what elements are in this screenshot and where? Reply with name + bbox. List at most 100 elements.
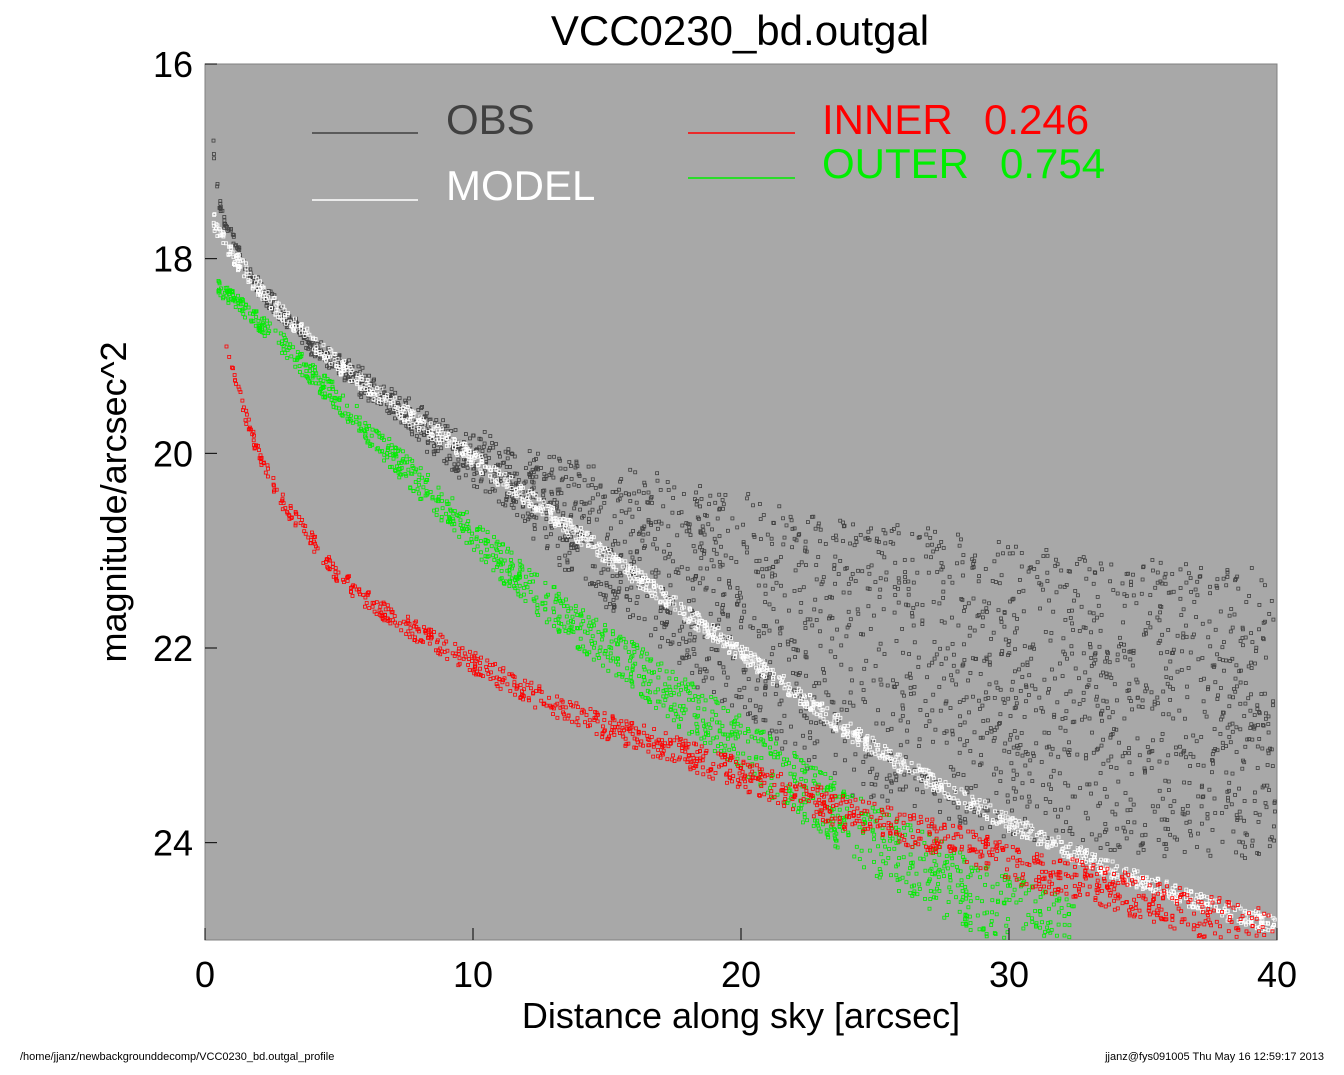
model-point bbox=[250, 286, 255, 291]
obs-point bbox=[1138, 843, 1143, 848]
obs-point bbox=[730, 516, 735, 521]
obs-point bbox=[1105, 706, 1110, 710]
obs-point bbox=[793, 655, 797, 659]
obs-point bbox=[1081, 651, 1086, 656]
model-point bbox=[661, 591, 666, 596]
obs-point bbox=[767, 628, 772, 633]
model-point bbox=[268, 298, 272, 303]
obs-point bbox=[1171, 647, 1176, 652]
model-point bbox=[476, 463, 480, 468]
obs-point bbox=[704, 513, 709, 518]
obs-point bbox=[1058, 584, 1063, 589]
obs-point bbox=[961, 662, 966, 667]
model-point bbox=[985, 815, 989, 819]
outer-point bbox=[934, 895, 939, 900]
model-point bbox=[897, 752, 902, 757]
model-point bbox=[931, 788, 935, 792]
obs-point bbox=[782, 593, 787, 598]
obs-point bbox=[464, 459, 469, 464]
obs-point bbox=[1109, 754, 1114, 759]
obs-point bbox=[950, 732, 955, 737]
obs-point bbox=[938, 810, 942, 814]
model-point bbox=[626, 563, 630, 568]
obs-point bbox=[955, 669, 960, 674]
obs-point bbox=[767, 566, 772, 571]
obs-point bbox=[1135, 736, 1140, 741]
obs-point bbox=[939, 619, 944, 624]
model-point bbox=[727, 650, 732, 654]
obs-point bbox=[927, 663, 931, 668]
obs-point bbox=[635, 549, 639, 554]
model-point bbox=[579, 542, 584, 547]
obs-point bbox=[1063, 728, 1068, 733]
outer-point bbox=[1033, 909, 1037, 913]
obs-point bbox=[994, 766, 999, 771]
model-point bbox=[452, 445, 456, 450]
obs-point bbox=[270, 291, 275, 296]
obs-point bbox=[894, 639, 899, 643]
obs-point bbox=[1010, 808, 1014, 813]
obs-point bbox=[691, 647, 696, 651]
obs-point bbox=[969, 786, 974, 790]
obs-point bbox=[623, 491, 628, 496]
obs-point bbox=[1194, 739, 1199, 744]
obs-point bbox=[550, 491, 554, 496]
model-point bbox=[863, 747, 867, 752]
model-point bbox=[332, 358, 337, 363]
model-point bbox=[535, 507, 540, 512]
obs-point bbox=[1212, 796, 1217, 801]
model-point bbox=[488, 473, 492, 478]
obs-point bbox=[530, 475, 535, 480]
obs-point bbox=[790, 545, 794, 550]
obs-point bbox=[934, 652, 939, 657]
obs-point bbox=[961, 573, 965, 578]
obs-point bbox=[769, 652, 774, 657]
obs-point bbox=[908, 671, 912, 676]
obs-point bbox=[748, 711, 752, 716]
model-point bbox=[379, 397, 384, 402]
obs-point bbox=[1029, 656, 1034, 661]
model-point bbox=[338, 371, 343, 376]
obs-point bbox=[1224, 583, 1229, 588]
model-point bbox=[1001, 819, 1005, 824]
model-point bbox=[439, 426, 444, 431]
obs-point bbox=[1186, 666, 1191, 670]
obs-point bbox=[910, 532, 915, 536]
obs-point bbox=[1081, 838, 1085, 842]
obs-point bbox=[1273, 809, 1277, 814]
model-point bbox=[874, 743, 879, 747]
obs-point bbox=[471, 464, 476, 469]
obs-point bbox=[667, 573, 671, 578]
outer-point bbox=[683, 677, 688, 682]
obs-point bbox=[712, 690, 716, 694]
obs-point bbox=[1152, 699, 1157, 704]
model-point bbox=[664, 596, 669, 600]
model-point bbox=[507, 491, 512, 495]
model-point bbox=[258, 279, 263, 284]
obs-point bbox=[668, 642, 673, 646]
model-point bbox=[868, 745, 872, 750]
model-point bbox=[1093, 857, 1097, 862]
obs-point bbox=[1201, 794, 1206, 799]
obs-point bbox=[688, 533, 693, 537]
model-point bbox=[1015, 822, 1020, 827]
obs-point bbox=[1019, 795, 1024, 800]
outer-point bbox=[669, 693, 674, 697]
obs-point bbox=[763, 718, 768, 723]
obs-point bbox=[461, 464, 466, 469]
obs-point bbox=[1110, 710, 1115, 715]
obs-point bbox=[695, 499, 699, 503]
obs-point bbox=[1249, 722, 1254, 727]
obs-point bbox=[1083, 714, 1087, 719]
model-point bbox=[699, 618, 704, 623]
obs-point bbox=[1210, 770, 1214, 775]
model-point bbox=[518, 489, 523, 494]
obs-point bbox=[1263, 583, 1267, 588]
obs-point bbox=[1013, 647, 1017, 652]
model-point bbox=[865, 734, 870, 738]
obs-point bbox=[1257, 603, 1262, 607]
obs-point bbox=[1003, 741, 1008, 746]
obs-point bbox=[1230, 771, 1235, 776]
outer-point bbox=[936, 875, 941, 879]
obs-point bbox=[1201, 763, 1206, 768]
